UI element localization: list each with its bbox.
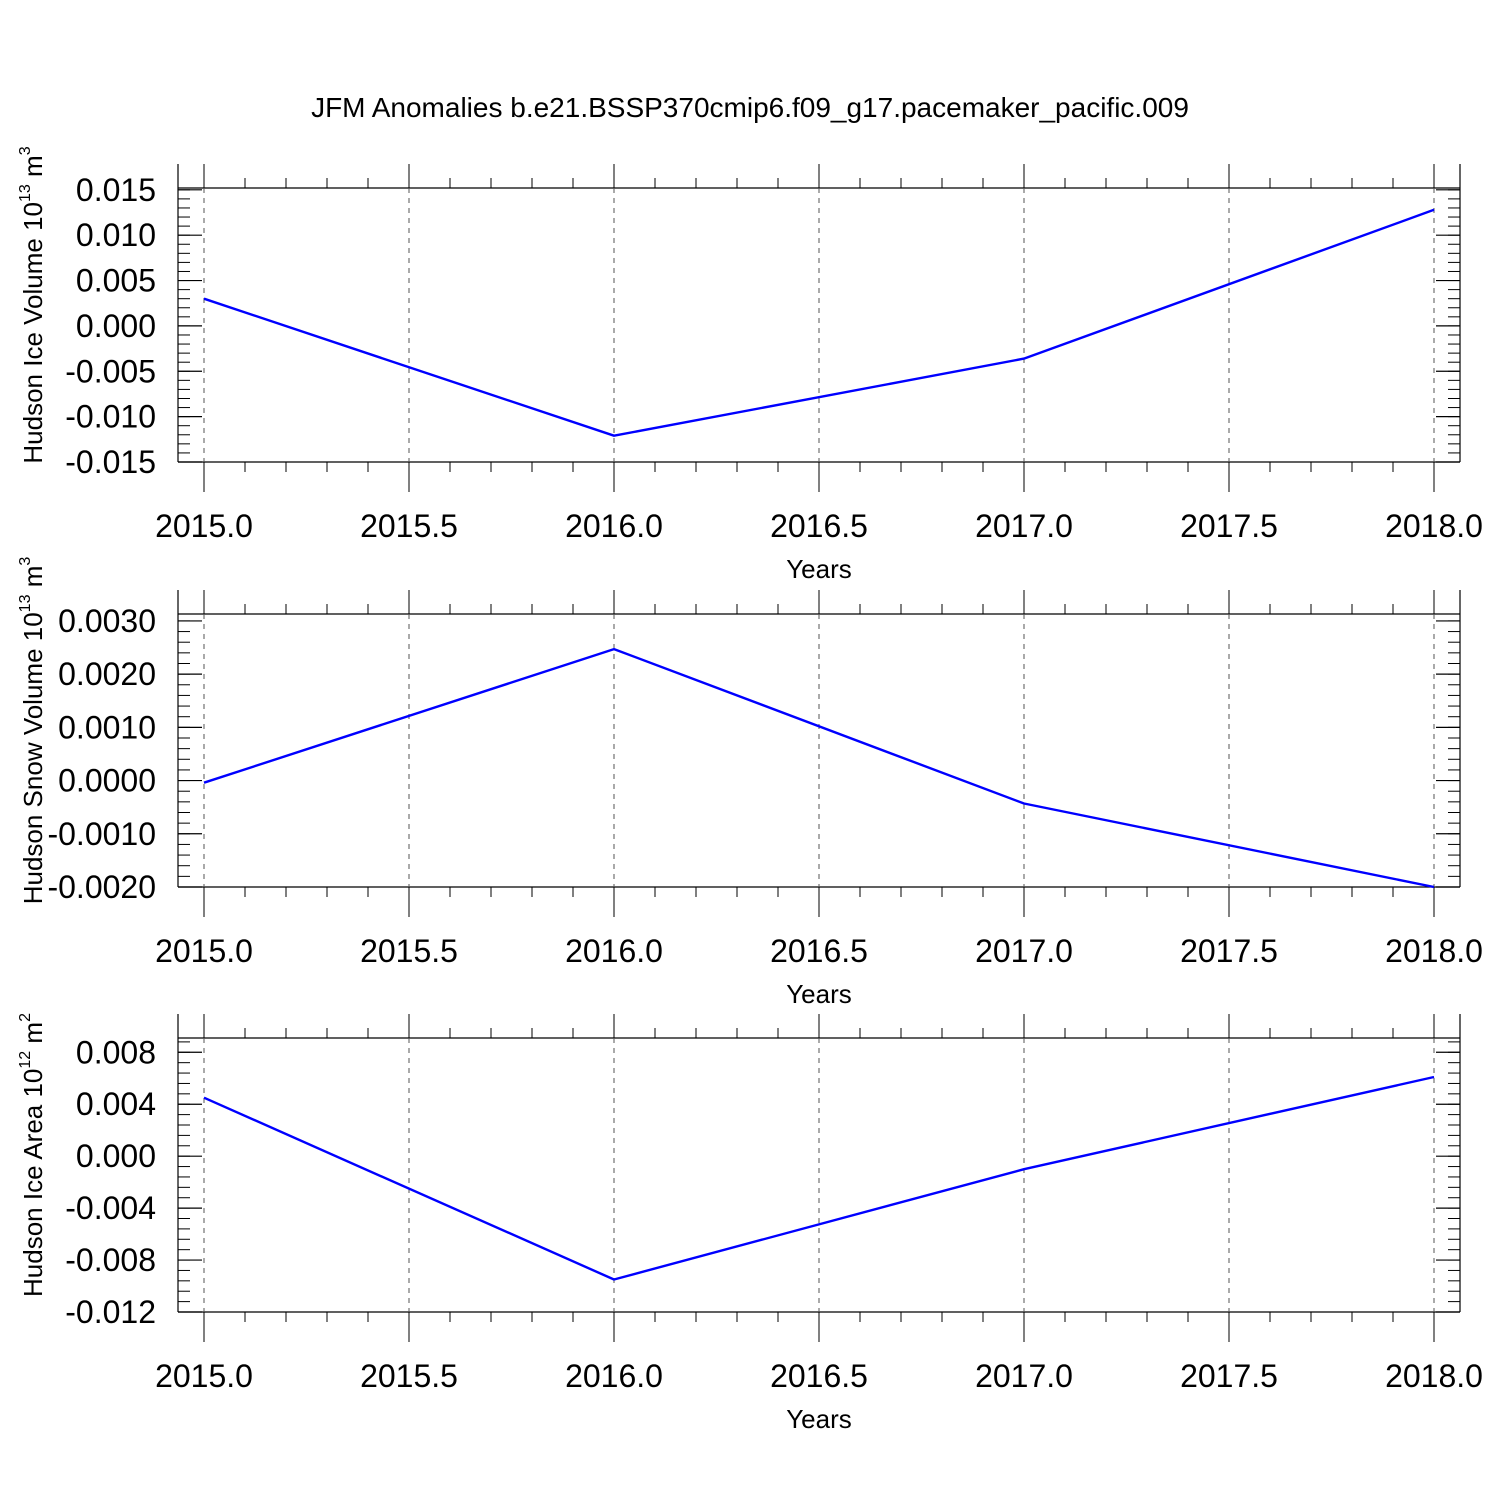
y-axis-label: Hudson Ice Volume 1013 m3: [17, 146, 48, 463]
y-tick-label: 0.005: [76, 263, 156, 299]
panels: 2015.0 2015.5 2016.0 2016.5 2017.0 2017.5 2018…: [17, 146, 1483, 1434]
chart-panel-3: 2015.0 2015.5 2016.0 2016.5 2017.0 2017.5 2018…: [17, 1013, 1483, 1434]
x-tick-label: 2017.5: [1180, 933, 1278, 969]
y-tick-label: 0.000: [76, 1138, 156, 1174]
y-tick-label: 0.0030: [58, 603, 156, 639]
x-tick-label: 2015.5: [360, 933, 458, 969]
x-tick-label: 2016.0: [565, 1358, 663, 1394]
y-axis-label-text: Hudson Ice Volume 10: [18, 202, 48, 464]
y-tick-label: -0.004: [65, 1190, 156, 1226]
chart-panel-1: 2015.0 2015.5 2016.0 2016.5 2017.0 2017.5 2018…: [17, 146, 1483, 584]
y-tick-label: 0.015: [76, 172, 156, 208]
figure-title: JFM Anomalies b.e21.BSSP370cmip6.f09_g17…: [311, 92, 1189, 123]
y-axis-label-unit-exponent: 3: [17, 146, 34, 155]
y-tick-label: -0.015: [65, 444, 156, 480]
y-tick-label: 0.0020: [58, 656, 156, 692]
y-axis-label: Hudson Snow Volume 1013 m3: [17, 557, 48, 905]
y-tick-label: -0.0020: [47, 869, 156, 905]
y-axis-label-text: Hudson Snow Volume 10: [18, 612, 48, 904]
y-axis-label-exponent: 13: [17, 184, 34, 202]
series-line-1: [203, 647, 1435, 889]
x-tick-label: 2015.0: [155, 1358, 253, 1394]
x-tick-label: 2018.0: [1385, 933, 1483, 969]
x-tick-label: 2017.0: [975, 933, 1073, 969]
y-axis-label-unit-exponent: 2: [17, 1013, 34, 1022]
x-tick-label: 2015.0: [155, 508, 253, 544]
x-tick-label: 2015.0: [155, 933, 253, 969]
x-axis-label: Years: [786, 979, 852, 1009]
y-axis-label-unit-exponent: 3: [17, 557, 34, 566]
y-axis-label-exponent: 13: [17, 594, 34, 612]
x-tick-label: 2015.5: [360, 508, 458, 544]
y-axis-label-text: Hudson Ice Area 10: [18, 1069, 48, 1297]
x-tick-label: 2016.0: [565, 933, 663, 969]
y-axis-label-unit: m: [18, 1022, 48, 1051]
x-tick-label: 2017.5: [1180, 1358, 1278, 1394]
x-tick-label: 2017.0: [975, 1358, 1073, 1394]
y-tick-label: 0.010: [76, 217, 156, 253]
y-axis-label-unit: m: [18, 155, 48, 184]
series-line-1: [203, 208, 1435, 437]
x-tick-label: 2017.5: [1180, 508, 1278, 544]
y-tick-label: 0.0010: [58, 709, 156, 745]
y-tick-label: -0.005: [65, 353, 156, 389]
y-tick-label: -0.0010: [47, 816, 156, 852]
y-axis-label-unit: m: [18, 566, 48, 595]
x-axis-label: Years: [786, 1404, 852, 1434]
x-tick-label: 2016.5: [770, 508, 868, 544]
x-tick-label: 2015.5: [360, 1358, 458, 1394]
y-tick-label: 0.008: [76, 1034, 156, 1070]
x-tick-label: 2016.5: [770, 933, 868, 969]
y-axis-label: Hudson Ice Area 1012 m2: [17, 1013, 48, 1297]
y-tick-label: -0.010: [65, 399, 156, 435]
x-tick-label: 2018.0: [1385, 1358, 1483, 1394]
x-tick-label: 2016.0: [565, 508, 663, 544]
x-tick-label: 2017.0: [975, 508, 1073, 544]
x-axis-label: Years: [786, 554, 852, 584]
y-tick-label: 0.0000: [58, 763, 156, 799]
series-line-1: [203, 1075, 1435, 1281]
y-tick-label: 0.004: [76, 1086, 156, 1122]
x-tick-label: 2016.5: [770, 1358, 868, 1394]
y-tick-label: 0.000: [76, 308, 156, 344]
y-tick-label: -0.008: [65, 1242, 156, 1278]
x-tick-label: 2018.0: [1385, 508, 1483, 544]
chart-panel-2: 2015.0 2015.5 2016.0 2016.5 2017.0 2017.5 2018…: [17, 557, 1483, 1009]
y-axis-label-exponent: 12: [17, 1051, 34, 1069]
y-tick-label: -0.012: [65, 1294, 156, 1330]
